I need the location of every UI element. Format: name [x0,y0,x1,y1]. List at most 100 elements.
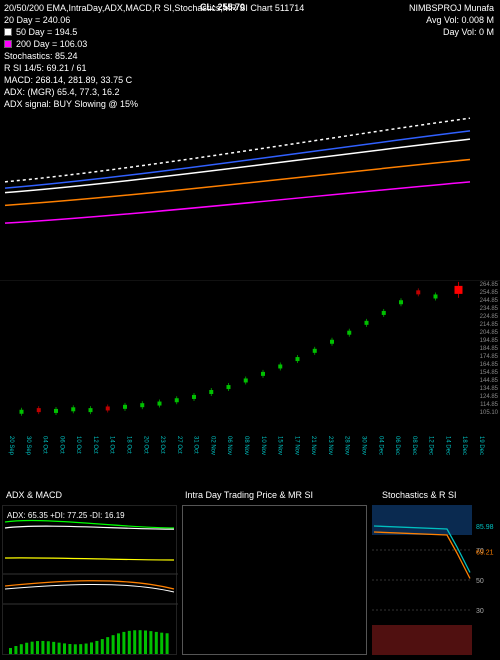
stoch-panel[interactable]: 85.9870503069.21 [372,505,498,655]
macd-bar [47,641,50,654]
main-chart-svg [0,115,500,255]
y-axis-label: 214.85 [480,322,499,328]
date-axis-svg: 20 Sep 30 Sep 04 Oct 06 Oct 10 Oct 12 Oct 14 O… [0,428,500,478]
y-axis-label: 254.85 [480,290,499,296]
legend-row: 50 Day = 194.5 [4,26,304,38]
macd-bar [144,631,147,654]
macd-bar [52,642,55,654]
macd-bar [25,643,28,654]
date-label: 06 Dec [394,436,400,455]
y-axis-label: 164.85 [480,362,499,368]
macd-bar [31,642,34,654]
legend-row: 200 Day = 106.03 [4,38,304,50]
stoch-tick: 85.98 [476,524,494,531]
y-axis-label: 184.85 [480,346,499,352]
y-axis-label: 154.85 [480,370,499,376]
date-label: 12 Dec [428,436,434,455]
macd-bar [166,633,169,654]
macd-bar [90,642,93,654]
y-axis-label: 174.85 [480,354,499,360]
macd-bar [95,641,98,654]
y-axis-label: 264.85 [480,282,499,288]
date-label: 31 Oct [193,436,199,454]
date-label: 14 Oct [109,436,115,454]
intraday-panel[interactable] [182,505,367,655]
date-label: 06 Nov [226,436,232,455]
date-label: 08 Nov [243,436,249,455]
close-price: CL: 255.70 [200,2,245,12]
macd-bar [9,648,12,654]
candle-chart[interactable]: 264.85254.85244.85234.85224.85214.85204.… [0,280,500,425]
macd-signal [5,584,174,592]
stoch-band [372,505,472,535]
macd-bar [68,644,71,654]
macd-bar [155,632,158,654]
macd-bar [149,631,152,654]
legend-row: ADX signal: BUY Slowing @ 15% [4,98,304,110]
avg-vol: Avg Vol: 0.008 M [409,14,494,26]
macd-bar [106,637,109,654]
date-label: 12 Oct [92,436,98,454]
stoch-title: Stochastics & R SI [382,490,457,500]
legend-text: R SI 14/5: 69.21 / 61 [4,62,87,74]
legend-text: 50 Day = 194.5 [16,26,77,38]
date-label: 14 Dec [444,436,450,455]
adx-panel[interactable]: ADX: 65.35 +DI: 77.25 -DI: 16.19 [2,505,177,655]
date-label: 04 Oct [42,436,48,454]
y-axis-label: 144.85 [480,378,499,384]
legend-row: 20 Day = 240.06 [4,14,304,26]
legend-title: 20/50/200 EMA,IntraDay,ADX,MACD,R SI,Sto… [4,2,304,14]
y-axis-label: 194.85 [480,338,499,344]
intra-title: Intra Day Trading Price & MR SI [185,490,313,500]
close-price-text: CL: 255.70 [200,2,245,12]
y-axis-label: 105.10 [480,410,499,416]
date-label: 10 Oct [75,436,81,454]
legend-swatch [4,28,12,36]
macd-bar [14,646,17,654]
adx-line [5,558,174,560]
macd-bar [20,644,23,654]
main-chart[interactable] [0,115,500,255]
adx-readout: ADX: 65.35 +DI: 77.25 -DI: 16.19 [7,511,125,520]
date-label: 20 Sep [8,436,14,456]
adx-panel-svg: ADX: 65.35 +DI: 77.25 -DI: 16.19 [3,506,178,656]
stoch-tick: 30 [476,608,484,615]
y-axis-label: 224.85 [480,314,499,320]
y-axis-label: 234.85 [480,306,499,312]
date-label: 18 Oct [126,436,132,454]
date-label: 30 Sep [25,436,31,456]
legend-text: 200 Day = 106.03 [16,38,87,50]
date-label: 17 Nov [293,436,299,455]
legend-text: ADX signal: BUY Slowing @ 15% [4,98,138,110]
macd-bar [36,641,39,654]
date-label: 28 Nov [344,436,350,455]
legend-text: Stochastics: 85.24 [4,50,78,62]
date-label: 18 Dec [461,436,467,455]
macd-bar [79,644,82,654]
date-label: 30 Nov [361,436,367,455]
legend-row: ADX: (MGR) 65.4, 77.3, 16.2 [4,86,304,98]
legend-text: 20 Day = 240.06 [4,14,70,26]
legend-title-text: 20/50/200 EMA,IntraDay,ADX,MACD,R SI,Sto… [4,2,304,14]
date-label: 04 Dec [377,436,383,455]
date-label: 15 Nov [277,436,283,455]
y-axis-label: 204.85 [480,330,499,336]
date-label: 23 Nov [327,436,333,455]
date-label: 27 Oct [176,436,182,454]
date-label: 06 Oct [58,436,64,454]
ema200-line [5,182,470,223]
macd-bar [117,633,120,654]
date-label: 08 Dec [411,436,417,455]
date-label: 19 Dec [478,436,484,455]
stoch-tick: 50 [476,578,484,585]
date-label: 21 Nov [310,436,316,455]
adx-title: ADX & MACD [6,490,62,500]
ema-orange [5,160,470,206]
macd-bar [122,632,125,654]
macd-bar [139,630,142,654]
ema20-line [5,118,470,182]
stoch-band [372,625,472,655]
date-label: 23 Oct [159,436,165,454]
ticker-label: NIMBSPROJ Munafa [409,2,494,14]
macd-bar [63,643,66,654]
